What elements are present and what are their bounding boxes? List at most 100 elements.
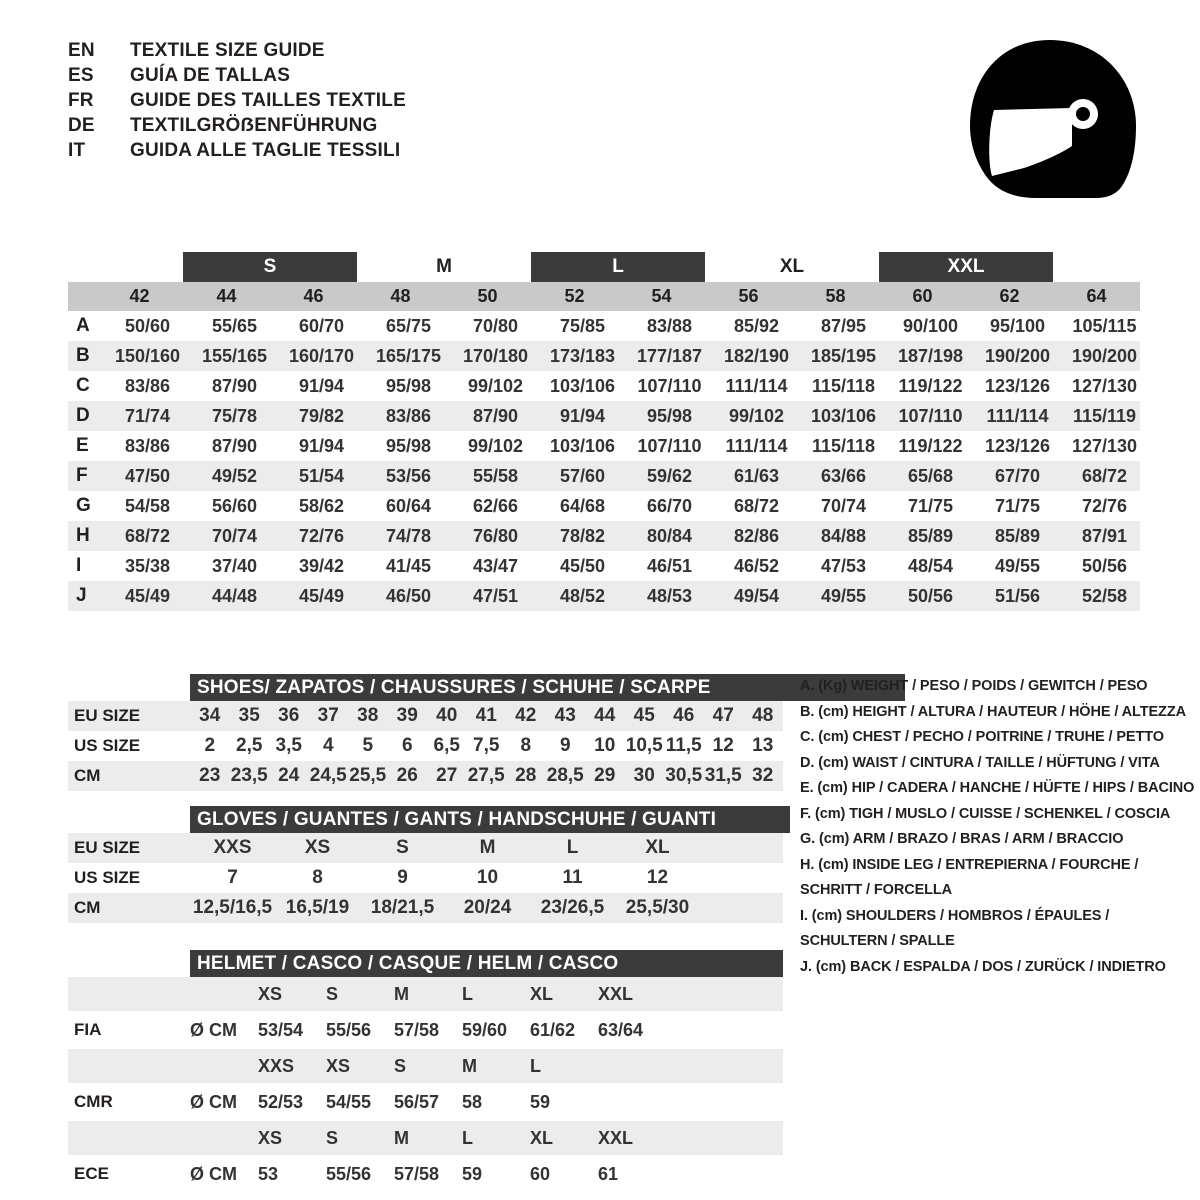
size-table-body: A 50/60 55/65 60/70 65/75 70/80 75/85 83/88 85/9… bbox=[68, 311, 1140, 611]
helmet-size-cell: 59 bbox=[530, 1091, 551, 1112]
table-row: ECE Ø CM 53 55/56 57/58 59 60 61 bbox=[68, 1155, 783, 1193]
row-label: EU SIZE bbox=[74, 706, 141, 725]
measurement-row-key: B bbox=[76, 345, 90, 366]
row-label: CM bbox=[74, 898, 101, 917]
helmet-table-body: XS S M L XL XXL FIA Ø CM 53/54 55/56 57/58 59/60 61/… bbox=[68, 977, 783, 1193]
measurement-cell: 182/190 bbox=[723, 345, 790, 366]
helmet-table: HELMET / CASCO / CASQUE / HELM / CASCO X… bbox=[68, 950, 783, 1193]
size-column-header: 64 bbox=[1086, 286, 1107, 306]
size-cell: 24,5 bbox=[309, 765, 347, 786]
measurement-cell: 60/70 bbox=[298, 315, 345, 336]
table-row: CMR Ø CM 52/53 54/55 56/57 58 59 bbox=[68, 1083, 783, 1121]
measurement-cell: 111/114 bbox=[725, 375, 788, 396]
size-band-xxl: XXL bbox=[879, 252, 1053, 282]
size-cell: 45 bbox=[633, 705, 655, 726]
measurement-cell: 115/118 bbox=[811, 435, 876, 456]
measurement-cell: 49/55 bbox=[994, 555, 1041, 576]
measurement-cell: 160/170 bbox=[288, 345, 355, 366]
helmet-standard-name: CMR bbox=[74, 1092, 113, 1111]
size-cell: 12 bbox=[646, 867, 669, 888]
measurement-cell: 99/102 bbox=[467, 435, 524, 456]
helmet-size-cell: 59 bbox=[462, 1163, 483, 1184]
size-cell: 10 bbox=[476, 867, 499, 888]
title-lang-fr: FR bbox=[68, 90, 94, 111]
size-column-header: 42 bbox=[129, 286, 150, 306]
measurement-cell: 150/160 bbox=[114, 345, 181, 366]
measurement-cell: 68/72 bbox=[124, 525, 171, 546]
helmet-size-cell: 59/60 bbox=[462, 1019, 508, 1040]
measurement-cell: 173/183 bbox=[549, 345, 616, 366]
legend-line: D. (cm) WAIST / CINTURA / TAILLE / HÜFTU… bbox=[800, 754, 1160, 771]
measurement-cell: 48/54 bbox=[907, 555, 954, 576]
measurement-cell: 107/110 bbox=[898, 405, 963, 426]
helmet-size-cell: 54/55 bbox=[326, 1091, 372, 1112]
size-cell: 28,5 bbox=[546, 765, 584, 786]
measurement-cell: 87/90 bbox=[211, 375, 258, 396]
measurement-cell: 95/100 bbox=[989, 315, 1046, 336]
measurement-cell: 45/49 bbox=[124, 585, 171, 606]
measurement-cell: 39/42 bbox=[298, 555, 345, 576]
size-column-header: 56 bbox=[738, 286, 759, 306]
measurement-cell: 85/89 bbox=[907, 525, 954, 546]
size-band-label: M bbox=[436, 256, 452, 277]
helmet-size-label: XXL bbox=[598, 983, 634, 1004]
size-cell: 3,5 bbox=[275, 735, 302, 756]
size-cell: 12,5/16,5 bbox=[192, 897, 273, 918]
measurement-cell: 65/68 bbox=[907, 465, 954, 486]
size-cell: 6,5 bbox=[433, 735, 460, 756]
measurement-cell: 91/94 bbox=[298, 435, 345, 456]
measurement-row-key: H bbox=[76, 525, 90, 546]
measurement-cell: 123/126 bbox=[984, 375, 1051, 396]
measurement-cell: 87/90 bbox=[472, 405, 519, 426]
helmet-size-cell: 63/64 bbox=[598, 1019, 644, 1040]
table-row: C 83/86 87/90 91/94 95/98 99/102 103/106 107/11… bbox=[68, 371, 1140, 401]
title-text-en: TEXTILE SIZE GUIDE bbox=[130, 40, 325, 61]
measurement-cell: 95/98 bbox=[385, 375, 432, 396]
size-cell: 47 bbox=[712, 705, 734, 726]
helmet-size-cell: 53/54 bbox=[258, 1019, 304, 1040]
size-cell: 11,5 bbox=[665, 735, 702, 756]
measurement-cell: 71/74 bbox=[124, 405, 171, 426]
measurement-cell: 91/94 bbox=[298, 375, 345, 396]
measurement-cell: 185/195 bbox=[810, 345, 877, 366]
size-column-header: 46 bbox=[303, 286, 324, 306]
helmet-size-label: L bbox=[462, 983, 473, 1004]
measurement-legend: A. (Kg) WEIGHT / PESO / POIDS / GEWITCH … bbox=[800, 674, 1194, 980]
size-column-header: 50 bbox=[477, 286, 498, 306]
measurement-cell: 46/52 bbox=[733, 555, 780, 576]
measurement-cell: 43/47 bbox=[472, 555, 519, 576]
helmet-unit-label: Ø CM bbox=[190, 1091, 237, 1112]
measurement-cell: 44/48 bbox=[211, 585, 258, 606]
size-cell: 41 bbox=[475, 705, 497, 726]
legend-line: I. (cm) SHOULDERS / HOMBROS / ÉPAULES / bbox=[800, 907, 1110, 924]
measurement-cell: 177/187 bbox=[636, 345, 703, 366]
size-band-spacer bbox=[1053, 252, 1140, 282]
size-cell: XL bbox=[645, 837, 670, 858]
measurement-cell: 70/80 bbox=[472, 315, 519, 336]
table-row: G 54/58 56/60 58/62 60/64 62/66 64/68 66/70 68/7… bbox=[68, 491, 1140, 521]
measurement-row-key: E bbox=[76, 435, 89, 456]
size-cell: 7 bbox=[227, 867, 238, 888]
size-cell: 23,5 bbox=[230, 765, 268, 786]
measurement-cell: 47/50 bbox=[124, 465, 171, 486]
helmet-size-cell: 58 bbox=[462, 1091, 483, 1112]
measurement-cell: 85/92 bbox=[733, 315, 780, 336]
measurement-cell: 115/118 bbox=[811, 375, 876, 396]
measurement-cell: 64/68 bbox=[559, 495, 606, 516]
measurement-cell: 165/175 bbox=[375, 345, 442, 366]
size-column-header: 52 bbox=[564, 286, 585, 306]
measurement-cell: 123/126 bbox=[984, 435, 1051, 456]
shoes-table-body: EU SIZE 34 35 36 37 38 39 40 41 42 43 44 45 46 47 48 US … bbox=[68, 701, 783, 791]
measurement-cell: 68/72 bbox=[733, 495, 780, 516]
measurement-cell: 190/200 bbox=[984, 345, 1051, 366]
table-row: US SIZE 2 2,5 3,5 4 5 6 6,5 7,5 8 9 10 10,5 11,5 12 13 bbox=[68, 731, 783, 761]
size-cell: 37 bbox=[317, 705, 339, 726]
title-text-it: GUIDA ALLE TAGLIE TESSILI bbox=[130, 140, 401, 161]
table-row: A 50/60 55/65 60/70 65/75 70/80 75/85 83/88 85/9… bbox=[68, 311, 1140, 341]
table-row: EU SIZE 34 35 36 37 38 39 40 41 42 43 44 45 46 47 48 bbox=[68, 701, 783, 731]
table-row: B 150/160 155/165 160/170 165/175 170/180 173/… bbox=[68, 341, 1140, 371]
measurement-cell: 53/56 bbox=[385, 465, 432, 486]
measurement-cell: 49/54 bbox=[733, 585, 780, 606]
measurement-cell: 127/130 bbox=[1071, 375, 1138, 396]
title-text-fr: GUIDE DES TAILLES TEXTILE bbox=[130, 90, 406, 111]
